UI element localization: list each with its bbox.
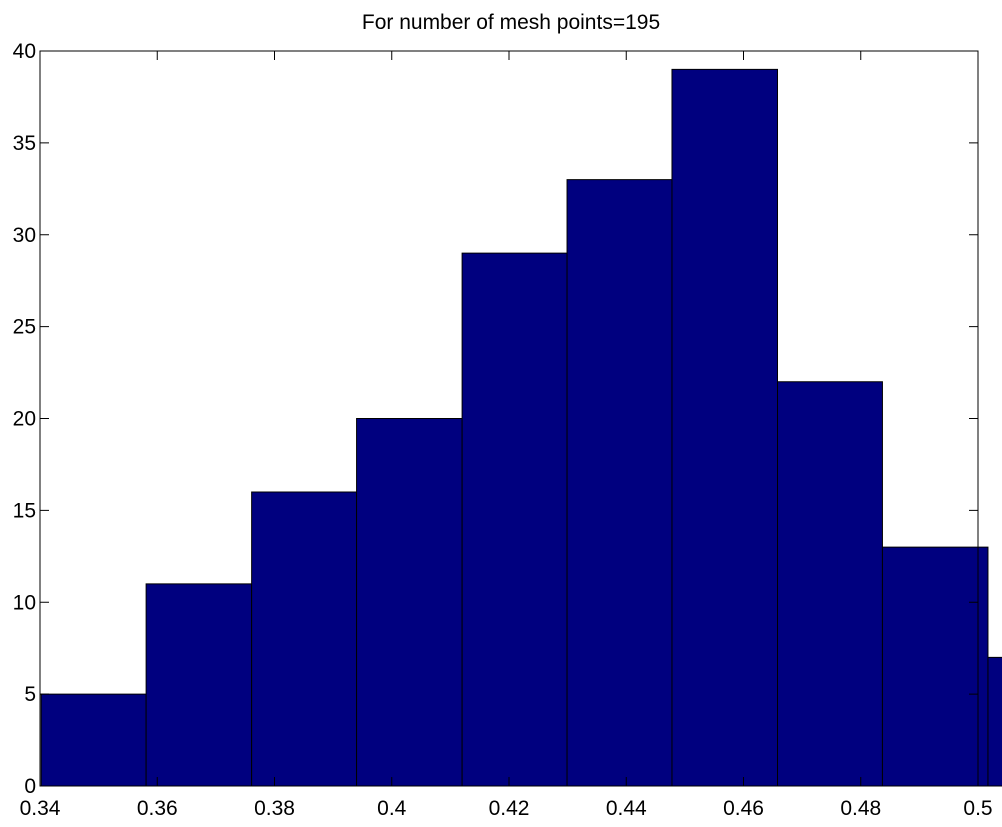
histogram-bar-7 xyxy=(671,68,779,787)
y-tick-label: 40 xyxy=(13,40,36,63)
x-tick-label: 0.42 xyxy=(489,797,530,820)
histogram-bar-6 xyxy=(566,179,673,787)
x-tick-label: 0.46 xyxy=(723,797,764,820)
y-tick-label: 10 xyxy=(13,591,36,614)
histogram-bar-4 xyxy=(356,418,463,787)
y-tick-label: 0 xyxy=(24,775,36,798)
histogram-bar-1 xyxy=(40,693,147,787)
y-tick-label: 35 xyxy=(13,132,36,155)
x-tick-label: 0.48 xyxy=(840,797,881,820)
y-tick-label: 5 xyxy=(24,683,36,706)
chart-title: For number of mesh points=195 xyxy=(362,11,660,34)
x-tick-label: 0.4 xyxy=(377,797,407,820)
y-axis-ticks: 0 5 10 15 20 25 30 35 40 xyxy=(13,40,978,798)
histogram-bar-10 xyxy=(987,656,1002,787)
x-tick-label: 0.36 xyxy=(137,797,178,820)
histogram-bar-3 xyxy=(251,491,358,787)
bars-group xyxy=(40,68,1002,787)
x-tick-label: 0.38 xyxy=(254,797,295,820)
y-tick-label: 30 xyxy=(13,224,36,247)
histogram-bar-5 xyxy=(461,252,568,787)
y-tick-label: 15 xyxy=(13,499,36,522)
histogram-bar-2 xyxy=(145,583,253,787)
histogram-bar-9 xyxy=(881,546,989,787)
x-tick-label: 0.44 xyxy=(606,797,647,820)
y-tick-label: 20 xyxy=(13,408,36,431)
x-axis-ticks: 0.34 0.36 0.38 0.4 0.42 0.44 0.46 0.48 0.5 xyxy=(20,51,993,820)
x-tick-label: 0.34 xyxy=(20,797,61,820)
y-tick-label: 25 xyxy=(13,316,36,339)
x-tick-label: 0.5 xyxy=(963,797,992,820)
histogram-bar-8 xyxy=(777,381,883,787)
